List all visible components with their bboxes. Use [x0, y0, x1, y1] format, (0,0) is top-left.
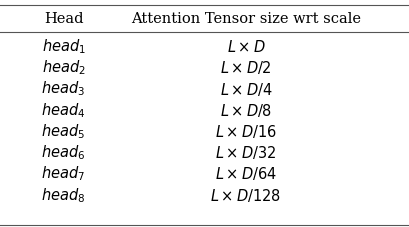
Text: Attention Tensor size wrt scale: Attention Tensor size wrt scale [131, 12, 360, 26]
Text: $L \times D$: $L \times D$ [226, 39, 265, 54]
Text: $\mathit{head}_7$: $\mathit{head}_7$ [41, 164, 85, 183]
Text: $L \times D/2$: $L \times D/2$ [220, 59, 271, 76]
Text: $\mathit{head}_1$: $\mathit{head}_1$ [41, 37, 85, 56]
Text: $L \times D/8$: $L \times D/8$ [220, 101, 271, 118]
Text: $L \times D/16$: $L \times D/16$ [214, 123, 276, 139]
Text: $L \times D/32$: $L \times D/32$ [215, 144, 276, 160]
Text: $\mathit{head}_3$: $\mathit{head}_3$ [41, 79, 85, 98]
Text: $\mathit{head}_5$: $\mathit{head}_5$ [41, 122, 85, 140]
Text: $\mathit{head}_2$: $\mathit{head}_2$ [41, 58, 85, 77]
Text: $L \times D/4$: $L \times D/4$ [219, 80, 272, 97]
Text: $\mathit{head}_8$: $\mathit{head}_8$ [41, 185, 85, 204]
Text: $\mathit{head}_6$: $\mathit{head}_6$ [41, 143, 85, 161]
Text: $\mathit{head}_4$: $\mathit{head}_4$ [41, 101, 85, 119]
Text: $L \times D/64$: $L \times D/64$ [214, 165, 276, 182]
Text: $L \times D/128$: $L \times D/128$ [210, 186, 281, 203]
Text: Head: Head [44, 12, 83, 26]
